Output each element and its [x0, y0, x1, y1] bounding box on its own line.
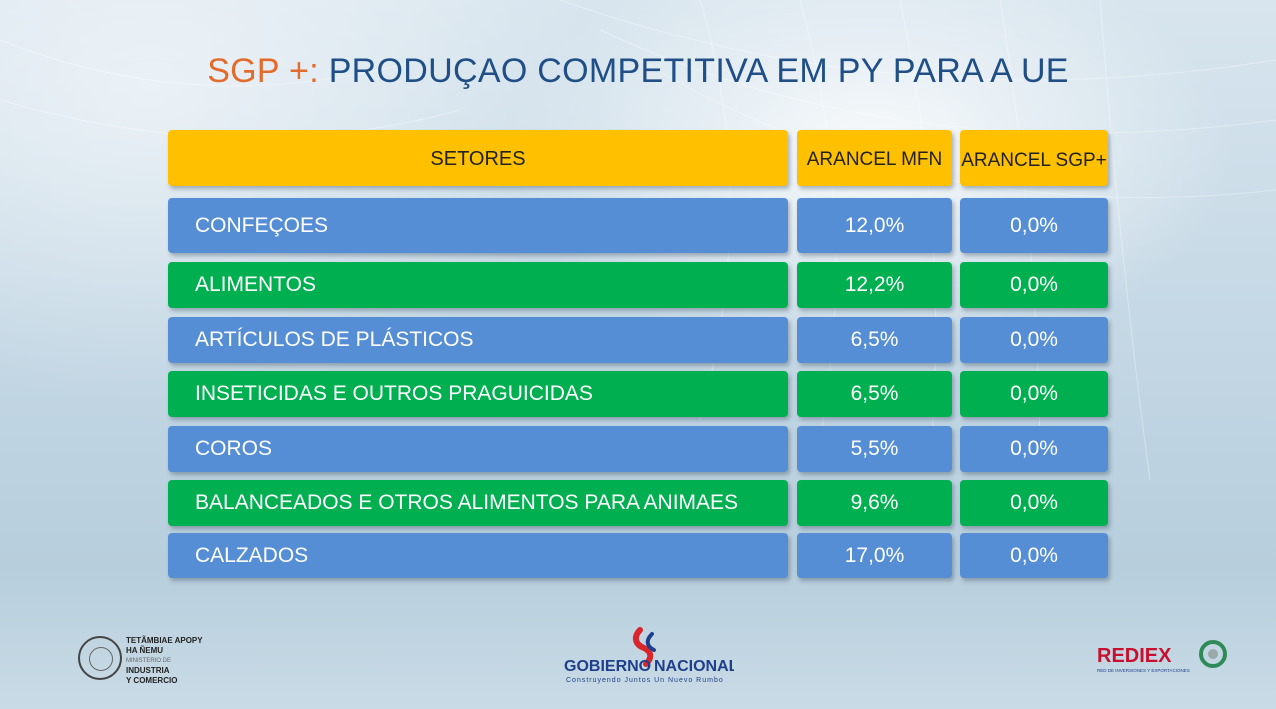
ministry-line3: MINISTERIO DE: [126, 658, 172, 664]
nacional-text: NACIONAL: [654, 658, 734, 675]
row-mfn-value: 5,5%: [850, 437, 899, 460]
ministry-line2: HA ÑEMU: [126, 646, 164, 655]
row-mfn-cell: 17,0%: [797, 533, 952, 578]
row-mfn-value: 9,6%: [850, 491, 899, 514]
gobierno-tagline: Construyendo Juntos Un Nuevo Rumbo: [566, 677, 724, 684]
rediex-brand-text: REDIEX: [1097, 645, 1172, 667]
row-sector-cell: CALZADOS: [168, 533, 788, 578]
row-sector-label: INSETICIDAS E OUTROS PRAGUICIDAS: [195, 382, 593, 405]
row-sector-cell: BALANCEADOS E OTROS ALIMENTOS PARA ANIMA…: [168, 480, 788, 526]
row-sgp-value: 0,0%: [1010, 382, 1058, 405]
header-arancel-mfn: ARANCEL MFN: [797, 130, 952, 186]
title-main: PRODUÇAO COMPETITIVA EM PY PARA A UE: [318, 52, 1069, 90]
row-sector-label: ALIMENTOS: [195, 273, 316, 296]
row-sector-label: CALZADOS: [195, 543, 309, 567]
row-sgp-cell: 0,0%: [960, 533, 1108, 578]
header-sectors: SETORES: [168, 130, 788, 186]
row-sgp-value: 0,0%: [1010, 543, 1058, 567]
row-mfn-cell: 6,5%: [797, 371, 952, 417]
row-sgp-cell: 0,0%: [960, 317, 1108, 363]
slide-title: SGP +: PRODUÇAO COMPETITIVA EM PY PARA A…: [0, 52, 1276, 91]
row-mfn-cell: 12,0%: [797, 198, 952, 253]
row-sector-label: ARTÍCULOS DE PLÁSTICOS: [195, 328, 474, 351]
row-mfn-cell: 6,5%: [797, 317, 952, 363]
title-accent: SGP +:: [207, 52, 319, 90]
row-sector-label: COROS: [195, 437, 273, 460]
row-mfn-value: 17,0%: [844, 543, 905, 567]
row-mfn-value: 6,5%: [850, 382, 899, 405]
row-sgp-cell: 0,0%: [960, 426, 1108, 472]
ministry-line4: INDUSTRIA: [126, 666, 170, 675]
gobierno-nacional-logo: GOBIERNO NACIONAL Construyendo Juntos Un…: [564, 627, 734, 684]
row-mfn-value: 12,2%: [844, 273, 905, 296]
row-sgp-value: 0,0%: [1010, 491, 1058, 514]
row-sgp-cell: 0,0%: [960, 262, 1108, 308]
ministry-line5: Y COMERCIO: [126, 676, 178, 685]
ministry-line1: TETÃMBIAE APOPY: [126, 636, 203, 645]
header-mfn-label: ARANCEL MFN: [806, 149, 943, 170]
row-sgp-value: 0,0%: [1010, 437, 1058, 460]
row-sector-cell: INSETICIDAS E OUTROS PRAGUICIDAS: [168, 371, 788, 417]
row-sgp-cell: 0,0%: [960, 480, 1108, 526]
row-sgp-cell: 0,0%: [960, 371, 1108, 417]
row-mfn-value: 6,5%: [850, 328, 899, 351]
row-sgp-value: 0,0%: [1010, 213, 1058, 237]
header-arancel-sgp: ARANCEL SGP+: [960, 130, 1108, 186]
row-mfn-cell: 12,2%: [797, 262, 952, 308]
row-mfn-cell: 9,6%: [797, 480, 952, 526]
row-sgp-value: 0,0%: [1010, 273, 1058, 296]
row-sgp-value: 0,0%: [1010, 328, 1058, 351]
row-sgp-cell: 0,0%: [960, 198, 1108, 253]
header-sgp-label: ARANCEL SGP+: [961, 150, 1107, 171]
rediex-tagline: RED DE INVERSIONES Y EXPORTACIONES: [1097, 668, 1190, 673]
row-sector-cell: CONFEÇOES: [168, 198, 788, 253]
paraguay-seal-icon: [78, 636, 122, 680]
row-sector-label: BALANCEADOS E OTROS ALIMENTOS PARA ANIMA…: [195, 491, 739, 514]
row-mfn-value: 12,0%: [844, 213, 905, 237]
rediex-logo: REDIEX RED DE INVERSIONES Y EXPORTACIONE…: [1097, 640, 1227, 673]
row-sector-cell: COROS: [168, 426, 788, 472]
row-sector-cell: ALIMENTOS: [168, 262, 788, 308]
gobierno-text: GOBIERNO: [564, 658, 651, 675]
row-sector-cell: ARTÍCULOS DE PLÁSTICOS: [168, 317, 788, 363]
ministry-logo: TETÃMBIAE APOPY HA ÑEMU MINISTERIO DE IN…: [126, 636, 203, 686]
row-mfn-cell: 5,5%: [797, 426, 952, 472]
row-sector-label: CONFEÇOES: [195, 213, 329, 237]
header-sectors-label: SETORES: [430, 148, 526, 170]
